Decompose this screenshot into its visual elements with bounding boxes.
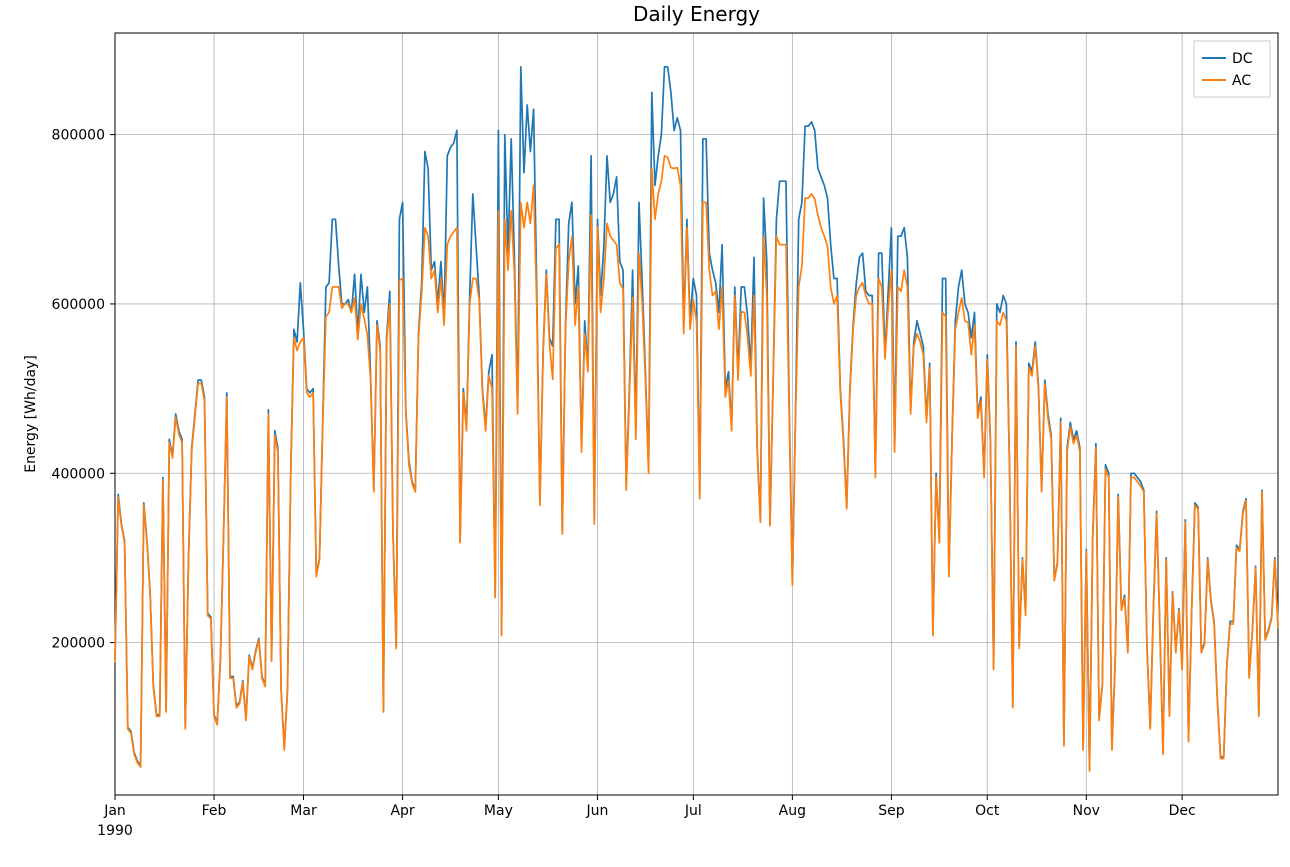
x-tick-label: Jul (684, 803, 702, 819)
daily-energy-chart: Jan Feb Mar Apr May Jun Jul Aug Sep Oct Nov Dec 1990… (0, 0, 1290, 867)
y-tick-label: 400000 (52, 466, 105, 482)
x-tick-label: Dec (1169, 803, 1196, 819)
legend-label: DC (1232, 51, 1253, 67)
x-year-label: 1990 (97, 823, 133, 839)
legend-label: AC (1232, 73, 1251, 89)
chart-svg: Jan Feb Mar Apr May Jun Jul Aug Sep Oct Nov Dec 1990… (0, 0, 1290, 867)
chart-title: Daily Energy (633, 2, 760, 26)
x-tick-label: Feb (202, 803, 227, 819)
y-tick-label: 800000 (52, 128, 105, 144)
y-axis-label: Energy [Wh/day] (23, 355, 39, 473)
x-tick-label: Jun (586, 803, 609, 819)
x-tick-label: Nov (1073, 803, 1100, 819)
x-tick-label: Aug (779, 803, 806, 819)
x-tick-label: Sep (878, 803, 905, 819)
y-tick-label: 200000 (52, 636, 105, 652)
x-tick-label: Mar (290, 803, 317, 819)
x-tick-label: Apr (390, 803, 414, 819)
x-tick-label: Oct (975, 803, 1000, 819)
y-tick-label: 600000 (52, 297, 105, 313)
x-tick-label: May (484, 803, 513, 819)
x-tick-label: Jan (103, 803, 126, 819)
